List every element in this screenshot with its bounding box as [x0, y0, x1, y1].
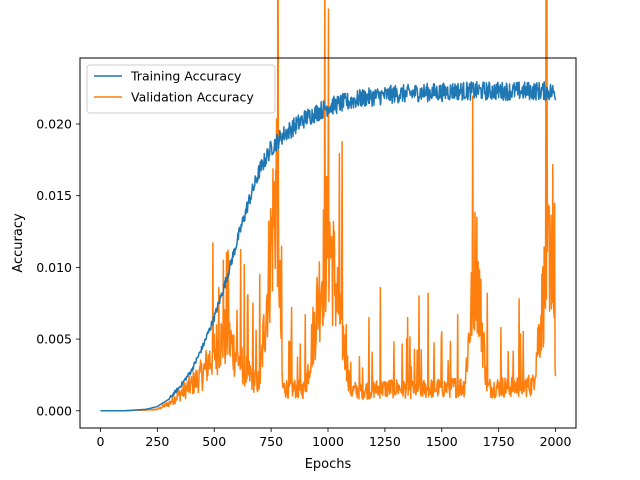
x-tick-label: 750: [259, 434, 283, 449]
y-tick-label: 0.020: [36, 116, 72, 131]
legend-label-training-accuracy: Training Accuracy: [130, 69, 242, 84]
x-axis: 0 250 500 750 1000 1250 1500 1750 2000: [97, 428, 572, 449]
y-tick-label: 0.005: [36, 332, 72, 347]
x-tick-label: 0: [97, 434, 105, 449]
y-tick-label: 0.015: [36, 188, 72, 203]
series-line-training-accuracy: [100, 81, 557, 412]
x-tick-label: 500: [202, 434, 226, 449]
legend-label-validation-accuracy: Validation Accuracy: [131, 90, 254, 105]
y-axis: 0.000 0.005 0.010 0.015 0.020: [36, 116, 80, 418]
y-axis-label: Accuracy: [11, 213, 26, 273]
y-tick-label: 0.000: [36, 403, 72, 418]
y-tick-label: 0.010: [36, 260, 72, 275]
plot-area: [79, 0, 577, 429]
x-tick-label: 1250: [369, 434, 401, 449]
legend-box: [86, 64, 276, 114]
x-tick-label: 1000: [312, 434, 344, 449]
series-line-validation-accuracy: [100, 0, 557, 412]
x-tick-label: 250: [145, 434, 169, 449]
series-layer: [100, 0, 557, 412]
x-tick-label: 1500: [426, 434, 458, 449]
x-tick-label: 1750: [483, 434, 515, 449]
x-axis-label: Epochs: [305, 457, 352, 472]
legend: Training Accuracy Validation Accuracy: [86, 64, 276, 114]
x-tick-label: 2000: [540, 434, 572, 449]
